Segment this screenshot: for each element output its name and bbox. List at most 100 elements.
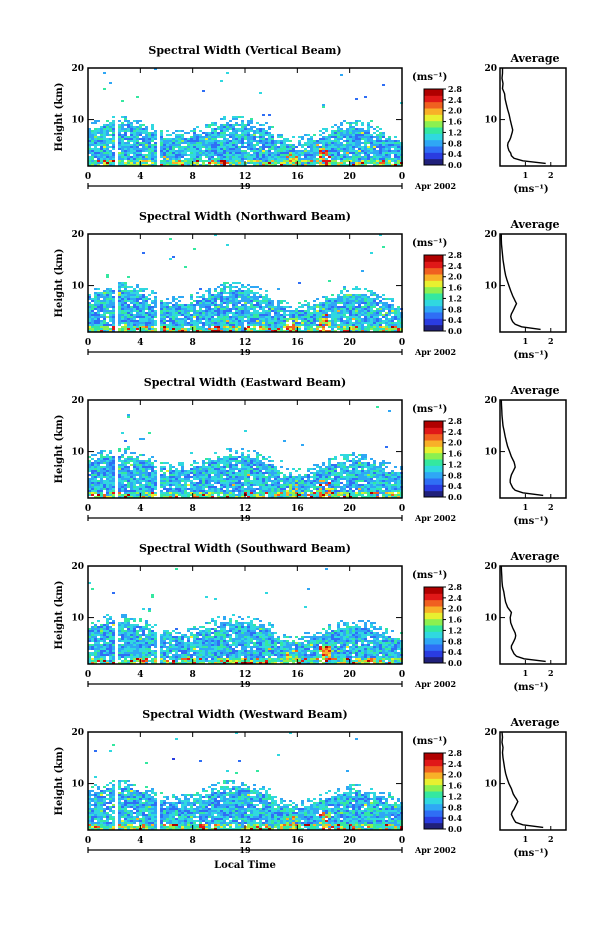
x-tick-label: 0 [399, 172, 405, 182]
x-tick-label: 8 [190, 670, 196, 680]
profile-line [501, 731, 544, 829]
x-tick-label: 0 [85, 504, 91, 514]
colorbar-unit: (ms⁻¹) [412, 570, 447, 581]
profile-title: Average [509, 384, 559, 397]
x-tick-label: 20 [343, 338, 356, 348]
y-tick-label: 20 [71, 64, 84, 74]
date-label: 19 [239, 181, 251, 191]
colorbar-tick-label: 1.6 [448, 283, 462, 293]
colorbar-tick-label: 0.4 [448, 149, 462, 159]
colorbar [423, 254, 444, 332]
y-tick-label: 10 [71, 282, 84, 292]
month-label: Apr 2002 [414, 347, 456, 357]
y-tick-label: 20 [71, 728, 84, 738]
panel-title: Spectral Width (Westward Beam) [142, 708, 347, 721]
profile-line [500, 565, 546, 663]
x-tick-label: 20 [343, 172, 356, 182]
date-label: 19 [239, 347, 251, 357]
x-tick-label: 8 [190, 504, 196, 514]
colorbar-tick-label: 0.0 [448, 492, 462, 502]
profile-frame [499, 565, 567, 665]
colorbar-tick-label: 2.8 [448, 416, 462, 426]
colorbar-tick-label: 0.0 [448, 160, 462, 170]
panel-4: Spectral Width (Southward Beam)2010Heigh… [54, 542, 567, 693]
x-tick-label: 0 [85, 836, 91, 846]
colorbar-tick-label: 0.8 [448, 636, 462, 646]
profile-y-tick: 10 [484, 780, 497, 790]
date-label: 19 [239, 679, 251, 689]
colorbar-tick-label: 2.0 [448, 272, 462, 282]
heatmap-cells [88, 568, 403, 664]
y-axis-label: Height (km) [54, 249, 65, 318]
colorbar-tick-label: 1.6 [448, 117, 462, 127]
panel-2: Spectral Width (Northward Beam)2010Heigh… [54, 210, 567, 361]
colorbar-tick-label: 1.2 [448, 459, 462, 469]
date-label: 19 [239, 513, 251, 523]
colorbar-tick-label: 0.4 [448, 481, 462, 491]
date-label: 19 [239, 845, 251, 855]
x-tick-label: 4 [137, 172, 143, 182]
panel-title: Spectral Width (Northward Beam) [139, 210, 351, 223]
colorbar [423, 88, 444, 166]
y-tick-label: 10 [71, 614, 84, 624]
colorbar-tick-label: 2.8 [448, 582, 462, 592]
profile-title: Average [509, 218, 559, 231]
panel-title: Spectral Width (Vertical Beam) [148, 44, 341, 57]
profile-y-tick: 10 [484, 448, 497, 458]
heatmap-cells [88, 732, 403, 830]
colorbar-tick-label: 0.0 [448, 824, 462, 834]
x-axis-label: Local Time [214, 860, 276, 871]
profile-frame [499, 233, 567, 333]
y-axis-label: Height (km) [54, 415, 65, 484]
y-axis-label: Height (km) [54, 83, 65, 152]
profile-title: Average [509, 52, 559, 65]
profile-x-tick: 1 [523, 170, 529, 180]
colorbar-unit: (ms⁻¹) [412, 72, 447, 83]
profile-y-tick: 10 [484, 116, 497, 126]
month-label: Apr 2002 [414, 845, 456, 855]
colorbar-tick-label: 1.2 [448, 127, 462, 137]
profile-x-tick: 2 [548, 502, 554, 512]
x-tick-label: 12 [239, 172, 252, 182]
profile-y-tick: 20 [484, 728, 497, 738]
profile-x-tick: 2 [548, 336, 554, 346]
x-tick-label: 12 [239, 504, 252, 514]
colorbar-tick-label: 1.2 [448, 625, 462, 635]
colorbar-tick-label: 2.0 [448, 770, 462, 780]
profile-line [500, 234, 541, 331]
colorbar-tick-label: 2.0 [448, 604, 462, 614]
profile-x-label: (ms⁻¹) [513, 848, 548, 859]
y-tick-label: 20 [71, 562, 84, 572]
colorbar-tick-label: 2.0 [448, 106, 462, 116]
x-tick-label: 16 [291, 836, 304, 846]
y-axis-label: Height (km) [54, 747, 65, 816]
colorbar-tick-label: 2.4 [448, 261, 462, 271]
profile-x-label: (ms⁻¹) [513, 516, 548, 527]
profile-y-tick: 20 [484, 230, 497, 240]
x-tick-label: 12 [239, 338, 252, 348]
colorbar-tick-label: 2.8 [448, 84, 462, 94]
colorbar-tick-label: 2.4 [448, 95, 462, 105]
x-tick-label: 8 [190, 338, 196, 348]
colorbar-tick-label: 0.8 [448, 304, 462, 314]
panel-1: Spectral Width (Vertical Beam)2010Height… [54, 44, 567, 195]
profile-x-label: (ms⁻¹) [513, 682, 548, 693]
colorbar-tick-label: 0.0 [448, 326, 462, 336]
colorbar-tick-label: 0.4 [448, 315, 462, 325]
profile-frame [499, 731, 567, 831]
heatmap-cells [88, 234, 403, 332]
colorbar-tick-label: 0.8 [448, 470, 462, 480]
profile-title: Average [509, 550, 559, 563]
y-tick-label: 20 [71, 396, 84, 406]
x-tick-label: 12 [239, 670, 252, 680]
x-tick-label: 20 [343, 836, 356, 846]
colorbar-tick-label: 2.4 [448, 427, 462, 437]
profile-x-tick: 2 [548, 170, 554, 180]
heatmap-cells [88, 68, 403, 166]
x-tick-label: 16 [291, 172, 304, 182]
colorbar-tick-label: 0.0 [448, 658, 462, 668]
y-axis-label: Height (km) [54, 581, 65, 650]
x-tick-label: 0 [399, 338, 405, 348]
x-tick-label: 0 [85, 172, 91, 182]
colorbar [423, 586, 444, 664]
